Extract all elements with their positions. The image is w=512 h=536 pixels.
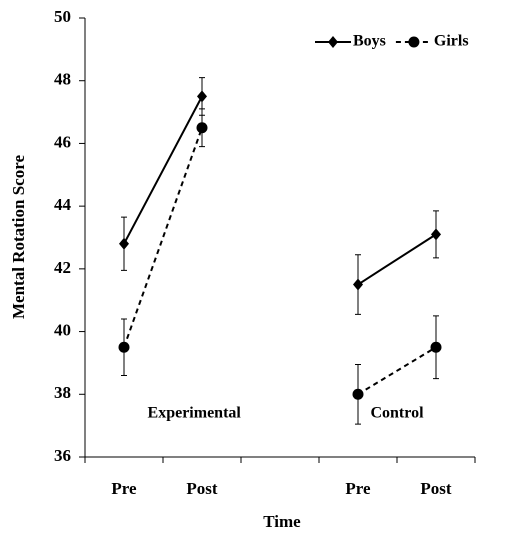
- y-tick-label: 38: [54, 383, 71, 402]
- x-tick-label: Post: [420, 479, 452, 498]
- annotation: Control: [370, 405, 424, 422]
- legend-marker: [328, 36, 338, 48]
- y-tick-label: 42: [54, 258, 71, 277]
- data-point: [118, 341, 130, 353]
- series-line: [123, 127, 437, 396]
- data-point: [197, 90, 207, 103]
- legend-label: Girls: [434, 33, 469, 50]
- y-axis-label: Mental Rotation Score: [9, 155, 28, 319]
- data-point: [196, 122, 208, 134]
- y-tick-label: 46: [54, 132, 71, 151]
- x-tick-label: Pre: [345, 479, 371, 498]
- y-tick-label: 48: [54, 70, 71, 89]
- y-tick-label: 40: [54, 320, 71, 339]
- x-tick-label: Pre: [111, 479, 137, 498]
- x-axis-label: Time: [263, 512, 301, 531]
- data-point: [430, 341, 442, 353]
- y-tick-label: 36: [54, 446, 71, 465]
- y-tick-label: 44: [54, 195, 72, 214]
- data-point: [431, 228, 441, 241]
- data-point: [119, 237, 129, 250]
- x-tick-label: Post: [186, 479, 218, 498]
- series-line: [123, 95, 437, 286]
- data-point: [352, 388, 364, 400]
- legend-label: Boys: [353, 33, 386, 50]
- data-point: [353, 278, 363, 291]
- annotation: Experimental: [148, 405, 242, 422]
- legend-marker: [408, 36, 420, 48]
- y-tick-label: 50: [54, 7, 71, 26]
